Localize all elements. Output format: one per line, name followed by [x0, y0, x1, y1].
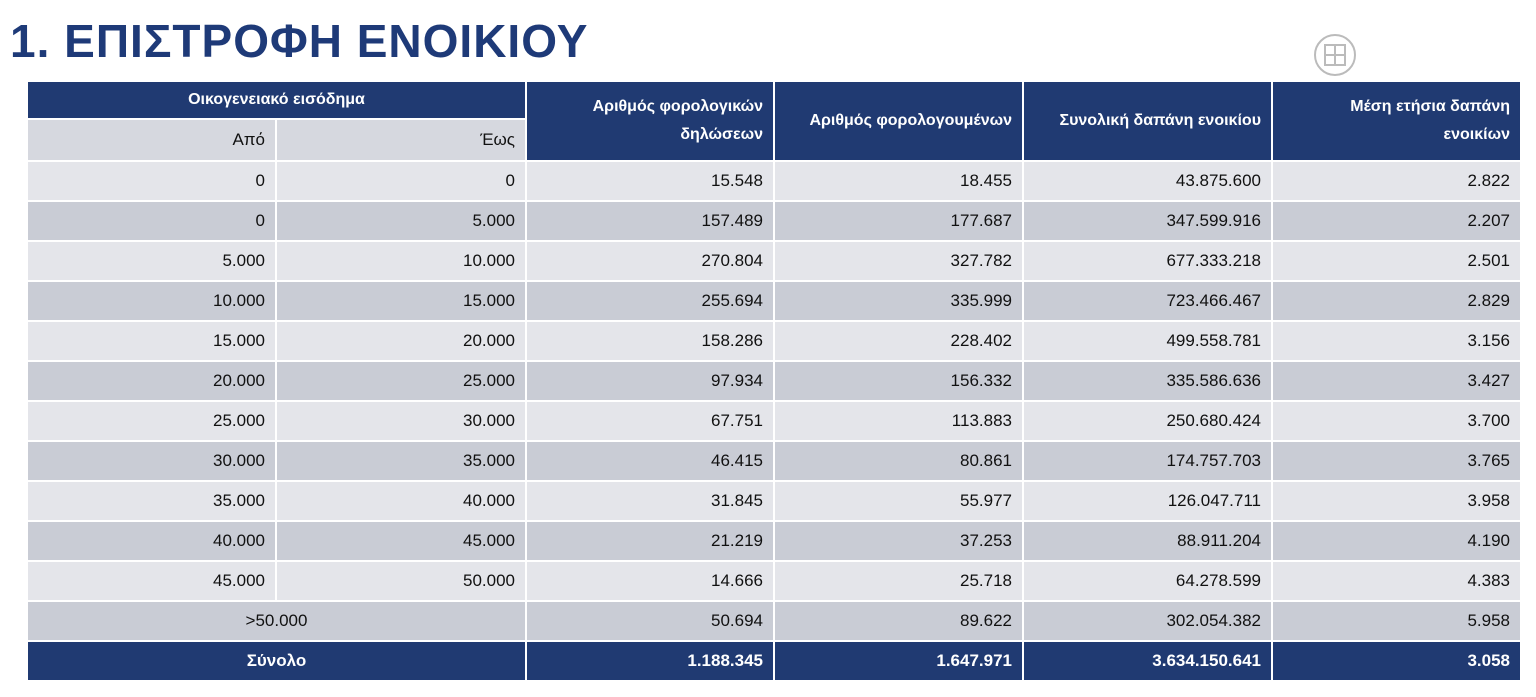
- table-cell: 0: [28, 202, 275, 240]
- table-cell: 177.687: [775, 202, 1022, 240]
- table-cell: 3.156: [1273, 322, 1520, 360]
- table-cell: 10.000: [28, 282, 275, 320]
- table-cell: 250.680.424: [1024, 402, 1271, 440]
- table-cell: 50.694: [527, 602, 773, 640]
- table-cell: 35.000: [277, 442, 525, 480]
- table-cell: 25.000: [277, 362, 525, 400]
- table-cell: 2.501: [1273, 242, 1520, 280]
- table-cell: 89.622: [775, 602, 1022, 640]
- table-cell: 126.047.711: [1024, 482, 1271, 520]
- table-cell: 80.861: [775, 442, 1022, 480]
- table-cell: 0: [277, 162, 525, 200]
- table-cell: 174.757.703: [1024, 442, 1271, 480]
- table-cell: 20.000: [28, 362, 275, 400]
- total-cell: 3.634.150.641: [1024, 642, 1271, 680]
- table-cell: 335.586.636: [1024, 362, 1271, 400]
- table-cell: 347.599.916: [1024, 202, 1271, 240]
- table-cell: 25.000: [28, 402, 275, 440]
- table-cell: 30.000: [277, 402, 525, 440]
- title: 1. ΕΠΙΣΤΡΟΦΗ ΕΝΟΙΚΙΟΥ: [10, 15, 589, 67]
- total-cell: 1.647.971: [775, 642, 1022, 680]
- header-column: Αριθμός φορολογουμένων: [775, 82, 1022, 160]
- table-cell: 302.054.382: [1024, 602, 1271, 640]
- header-from: Από: [28, 120, 275, 160]
- table-cell: 15.000: [277, 282, 525, 320]
- table-cell: 15.548: [527, 162, 773, 200]
- table-cell: 45.000: [28, 562, 275, 600]
- table-cell: 21.219: [527, 522, 773, 560]
- table-cell: 157.489: [527, 202, 773, 240]
- header-column: Συνολική δαπάνη ενοικίου: [1024, 82, 1271, 160]
- header-column: Αριθμός φορολογικών δηλώσεων: [527, 82, 773, 160]
- table-cell: 113.883: [775, 402, 1022, 440]
- table-cell: 4.383: [1273, 562, 1520, 600]
- table-cell: 35.000: [28, 482, 275, 520]
- table-cell: 18.455: [775, 162, 1022, 200]
- table-cell: 43.875.600: [1024, 162, 1271, 200]
- table-cell: 3.765: [1273, 442, 1520, 480]
- table-cell: 15.000: [28, 322, 275, 360]
- header-column: Μέση ετήσια δαπάνη ενοικίων: [1273, 82, 1520, 160]
- table-cell: 10.000: [277, 242, 525, 280]
- table-cell: 158.286: [527, 322, 773, 360]
- table-cell: 499.558.781: [1024, 322, 1271, 360]
- table-cell: 40.000: [277, 482, 525, 520]
- emblem: [1314, 34, 1356, 76]
- table-cell: 25.718: [775, 562, 1022, 600]
- table-cell: 97.934: [527, 362, 773, 400]
- table-cell: 50.000: [277, 562, 525, 600]
- table-cell: 37.253: [775, 522, 1022, 560]
- header-income: Οικογενειακό εισόδημα: [28, 82, 525, 118]
- table-cell: 20.000: [277, 322, 525, 360]
- table-cell: 5.000: [28, 242, 275, 280]
- table-cell: 14.666: [527, 562, 773, 600]
- table-cell: 2.822: [1273, 162, 1520, 200]
- table-cell: 88.911.204: [1024, 522, 1271, 560]
- table-cell: 2.829: [1273, 282, 1520, 320]
- table-cell: 45.000: [277, 522, 525, 560]
- table-cell: 677.333.218: [1024, 242, 1271, 280]
- total-cell: 3.058: [1273, 642, 1520, 680]
- table-cell: 67.751: [527, 402, 773, 440]
- last-row-label: >50.000: [28, 602, 525, 640]
- table-cell: 723.466.467: [1024, 282, 1271, 320]
- table-cell: 3.958: [1273, 482, 1520, 520]
- table-cell: 156.332: [775, 362, 1022, 400]
- table-cell: 3.700: [1273, 402, 1520, 440]
- table-cell: 3.427: [1273, 362, 1520, 400]
- table-cell: 55.977: [775, 482, 1022, 520]
- table-cell: 5.000: [277, 202, 525, 240]
- table-cell: 0: [28, 162, 275, 200]
- table-cell: 335.999: [775, 282, 1022, 320]
- total-label: Σύνολο: [28, 642, 525, 680]
- table-cell: 5.958: [1273, 602, 1520, 640]
- table-cell: 2.207: [1273, 202, 1520, 240]
- table-cell: 228.402: [775, 322, 1022, 360]
- header-to: Έως: [277, 120, 525, 160]
- table-cell: 327.782: [775, 242, 1022, 280]
- table-cell: 30.000: [28, 442, 275, 480]
- table-cell: 255.694: [527, 282, 773, 320]
- table-cell: 46.415: [527, 442, 773, 480]
- table-cell: 270.804: [527, 242, 773, 280]
- table-cell: 64.278.599: [1024, 562, 1271, 600]
- table-cell: 40.000: [28, 522, 275, 560]
- total-cell: 1.188.345: [527, 642, 773, 680]
- table-cell: 31.845: [527, 482, 773, 520]
- table-cell: 4.190: [1273, 522, 1520, 560]
